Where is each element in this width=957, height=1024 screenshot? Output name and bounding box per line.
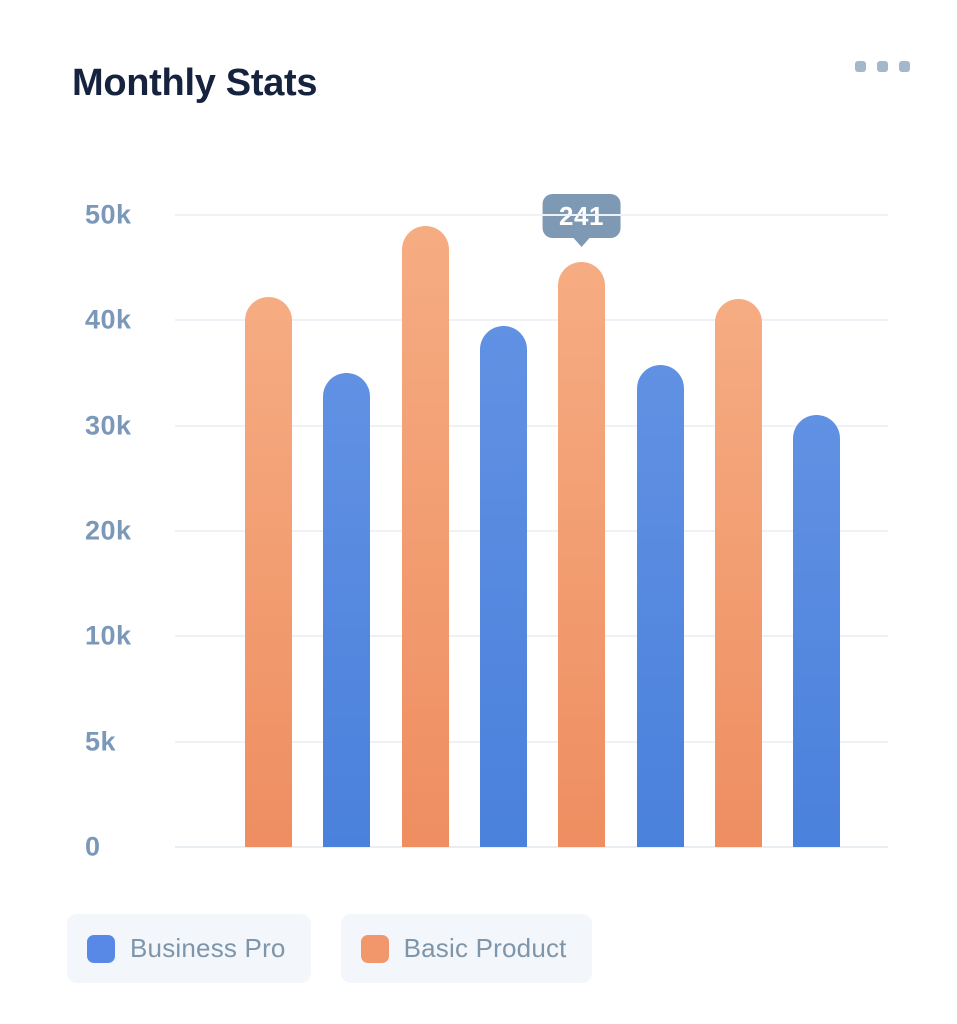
legend-label: Basic Product [403,933,567,963]
ellipsis-icon [855,61,866,72]
bar-business-pro-2[interactable] [480,326,527,847]
y-axis-label: 40k [85,304,132,335]
business-pro-swatch-icon [87,934,115,963]
y-axis-label: 50k [85,199,132,230]
gridline [175,319,888,321]
legend-item-business-pro[interactable]: Business Pro [67,914,311,983]
y-axis-label: 10k [85,620,132,651]
gridline [175,846,888,848]
gridline [175,214,888,216]
bar-business-pro-4[interactable] [793,415,840,847]
bar-basic-product-2[interactable] [402,226,449,847]
gridline [175,425,888,427]
bar-business-pro-3[interactable] [637,365,684,847]
gridline [175,635,888,637]
bar-basic-product-3[interactable] [558,262,605,847]
gridline [175,530,888,532]
bar-business-pro-1[interactable] [323,373,370,847]
legend: Business Pro Basic Product [67,914,592,983]
y-axis-label: 20k [85,515,132,546]
legend-item-basic-product[interactable]: Basic Product [340,914,592,983]
page-title: Monthly Stats [72,62,318,104]
legend-label: Business Pro [130,933,286,963]
basic-product-swatch-icon [360,934,389,963]
gridline [175,741,888,743]
ellipsis-icon [899,61,910,72]
bar-basic-product-4[interactable] [715,299,762,847]
y-axis-label: 30k [85,410,132,441]
y-axis-label: 5k [85,726,117,757]
more-options-button[interactable] [853,59,912,74]
bar-basic-product-1[interactable] [245,297,292,847]
tooltip-badge: 241 [542,194,621,238]
y-axis-label: 0 [85,831,101,862]
ellipsis-icon [877,61,888,72]
